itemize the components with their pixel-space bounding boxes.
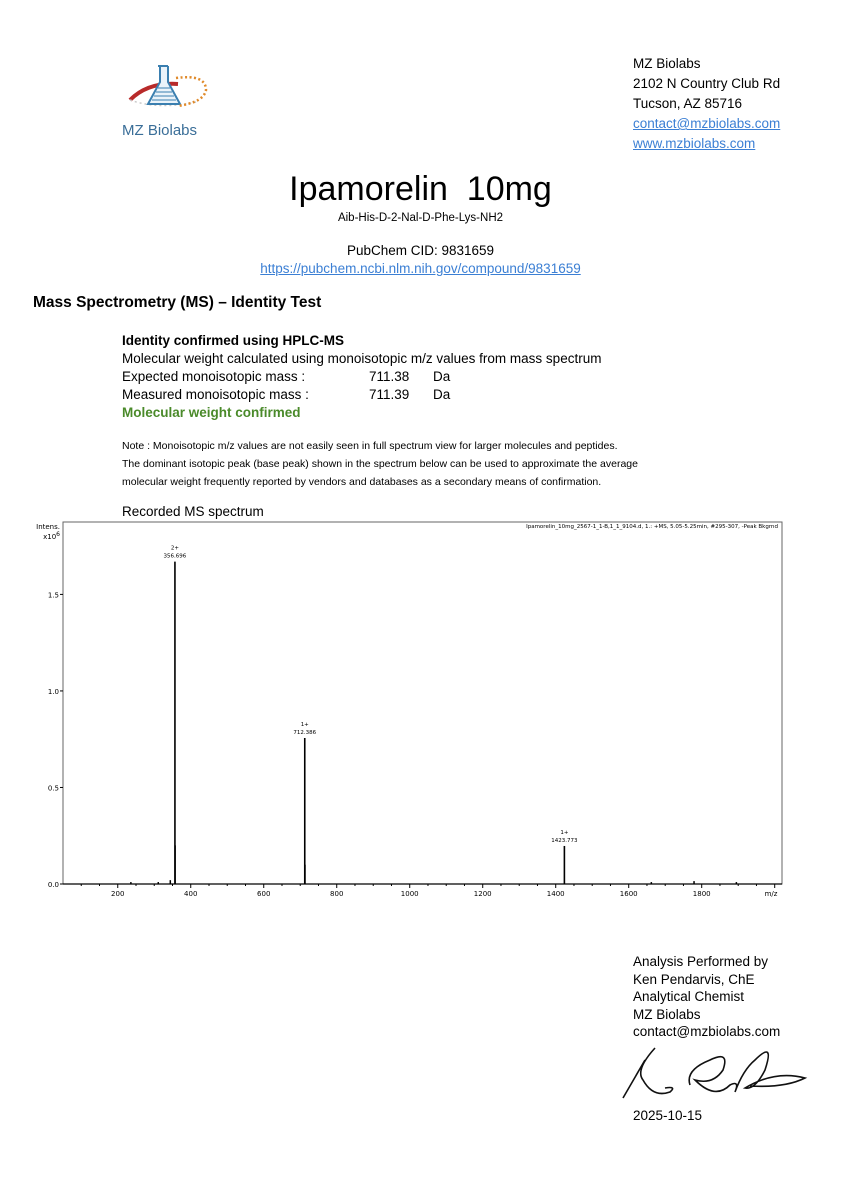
note-line: molecular weight frequently reported by … [122, 476, 602, 488]
row-label: Expected monoisotopic mass : [122, 369, 306, 384]
y-tick-label: 1.5 [48, 591, 59, 599]
product-sequence: Aib-His-D-2-Nal-D-Phe-Lys-NH2 [337, 212, 504, 224]
row-unit: Da [433, 369, 451, 384]
x-tick-label: 800 [330, 890, 343, 898]
x-tick-label: 1600 [620, 890, 638, 898]
note-line: Note : Monoisotopic m/z values are not e… [122, 440, 618, 452]
peak-charge-label: 1+ [301, 722, 309, 728]
row-value: 711.39 [369, 387, 410, 402]
x-axis-label: m/z [765, 890, 778, 898]
y-axis-label: Intens. [36, 523, 60, 531]
signature-image [622, 1047, 808, 1099]
x-tick-label: 200 [111, 890, 124, 898]
spectrum-title: Recorded MS spectrum [122, 504, 264, 519]
peak-charge-label: 1+ [560, 830, 568, 836]
row-unit: Da [433, 387, 451, 402]
company-logo: MZ Biolabs [118, 62, 218, 142]
peak-mz-label: 1423.773 [551, 838, 578, 844]
peak-mz-label: 712.386 [293, 730, 316, 736]
analysis-date: 2025-10-15 [633, 1108, 703, 1123]
analyst-line: Analysis Performed by [633, 954, 769, 969]
analyst-block: Analysis Performed by Ken Pendarvis, ChE… [633, 953, 780, 1041]
note-line: The dominant isotopic peak (base peak) s… [122, 458, 638, 470]
analyst-company: MZ Biolabs [633, 1006, 701, 1022]
logo-text: MZ Biolabs [122, 122, 198, 139]
y-tick-label: 1.0 [48, 688, 59, 696]
email-link[interactable]: contact@mzbiolabs.com [633, 116, 781, 131]
identity-block: Identity confirmed using HPLC-MS Molecul… [122, 332, 601, 422]
pubchem-cid: PubChem CID: 9831659 [346, 243, 495, 258]
analyst-name: Ken Pendarvis, ChE [633, 971, 755, 987]
street: 2102 N Country Club Rd [633, 76, 781, 91]
company-address: MZ Biolabs 2102 N Country Club Rd Tucson… [633, 54, 780, 154]
chart-title: Ipamorelin_10mg_2567-1_1-B,1_1_9104.d, 1… [526, 524, 778, 530]
x-tick-label: 600 [257, 890, 270, 898]
row-label: Measured monoisotopic mass : [122, 387, 309, 402]
result-text: Molecular weight confirmed [122, 405, 301, 420]
pubchem-link[interactable]: https://pubchem.ncbi.nlm.nih.gov/compoun… [260, 261, 581, 276]
x-tick-label: 1000 [401, 890, 419, 898]
plot-frame [62, 521, 783, 885]
product-title: Ipamorelin 10mg [289, 170, 552, 208]
x-tick-label: 400 [184, 890, 197, 898]
x-tick-label: 1800 [693, 890, 711, 898]
analyst-title: Analytical Chemist [633, 989, 745, 1004]
company-name: MZ Biolabs [633, 56, 701, 71]
peak-mz-label: 356.696 [164, 554, 187, 560]
x-tick-label: 1200 [474, 890, 492, 898]
measured-mass-row: Measured monoisotopic mass : 711.39 Da [122, 386, 601, 404]
analyst-email: contact@mzbiolabs.com [633, 1024, 781, 1039]
ms-spectrum-chart: Ipamorelin_10mg_2567-1_1-B,1_1_9104.d, 1… [36, 521, 783, 898]
method-text: Molecular weight calculated using monois… [122, 351, 602, 366]
y-tick-label: 0.0 [48, 881, 59, 889]
identity-heading: Identity confirmed using HPLC-MS [122, 333, 345, 348]
y-tick-label: 0.5 [48, 784, 59, 792]
x-tick-label: 1400 [547, 890, 565, 898]
note: Note : Monoisotopic m/z values are not e… [122, 437, 638, 491]
city: Tucson, AZ 85716 [633, 96, 743, 111]
row-value: 711.38 [369, 369, 410, 384]
expected-mass-row: Expected monoisotopic mass : 711.38 Da [122, 368, 601, 386]
y-axis-exponent-label: x106 [43, 531, 60, 541]
peak-charge-label: 2+ [171, 546, 179, 552]
section-title: Mass Spectrometry (MS) – Identity Test [33, 294, 322, 311]
website-link[interactable]: www.mzbiolabs.com [633, 136, 756, 151]
